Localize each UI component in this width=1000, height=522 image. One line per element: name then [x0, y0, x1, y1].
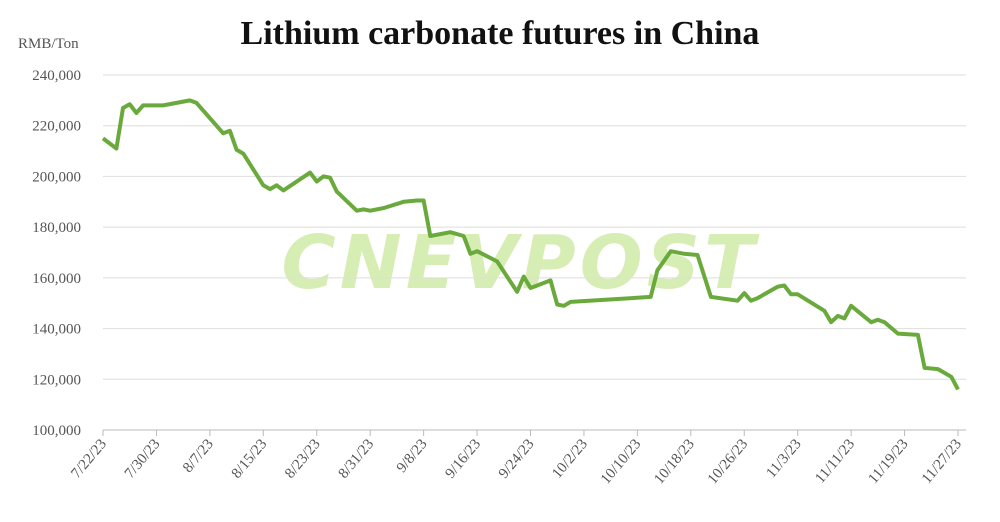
- x-tick-label: 9/16/23: [442, 436, 484, 481]
- x-tick-label: 10/18/23: [651, 436, 698, 487]
- x-tick-label: 9/24/23: [496, 436, 538, 481]
- y-tick-label: 240,000: [32, 68, 81, 84]
- y-tick-label: 200,000: [32, 169, 81, 185]
- x-tick-label: 10/2/23: [549, 436, 591, 481]
- x-tick-label: 8/15/23: [229, 436, 271, 481]
- y-tick-label: 220,000: [32, 119, 81, 135]
- x-tick-label: 7/30/23: [122, 436, 164, 481]
- x-tick-label: 8/7/23: [180, 436, 217, 476]
- chart-title: Lithium carbonate futures in China: [241, 15, 760, 52]
- x-tick-label: 10/26/23: [705, 436, 752, 487]
- y-tick-label: 180,000: [32, 220, 81, 236]
- x-tick-label: 10/10/23: [598, 436, 645, 487]
- x-tick-label: 9/8/23: [394, 436, 431, 476]
- x-tick-label: 11/11/23: [812, 436, 858, 486]
- x-tick-label: 11/27/23: [919, 436, 965, 487]
- x-tick-label: 11/3/23: [763, 436, 804, 481]
- x-tick-label: 7/22/23: [68, 436, 110, 481]
- y-tick-label: 120,000: [32, 372, 81, 388]
- watermark: CNEVPOST: [282, 220, 760, 306]
- y-tick-label: 160,000: [32, 271, 81, 287]
- x-tick-label: 8/23/23: [282, 436, 324, 481]
- y-unit: RMB/Ton: [18, 36, 79, 52]
- x-tick-label: 8/31/23: [336, 436, 378, 481]
- data-line: [101, 98, 960, 391]
- y-tick-label: 140,000: [32, 322, 81, 338]
- y-tick-label: 100,000: [32, 423, 81, 439]
- x-tick-label: 11/19/23: [865, 436, 911, 487]
